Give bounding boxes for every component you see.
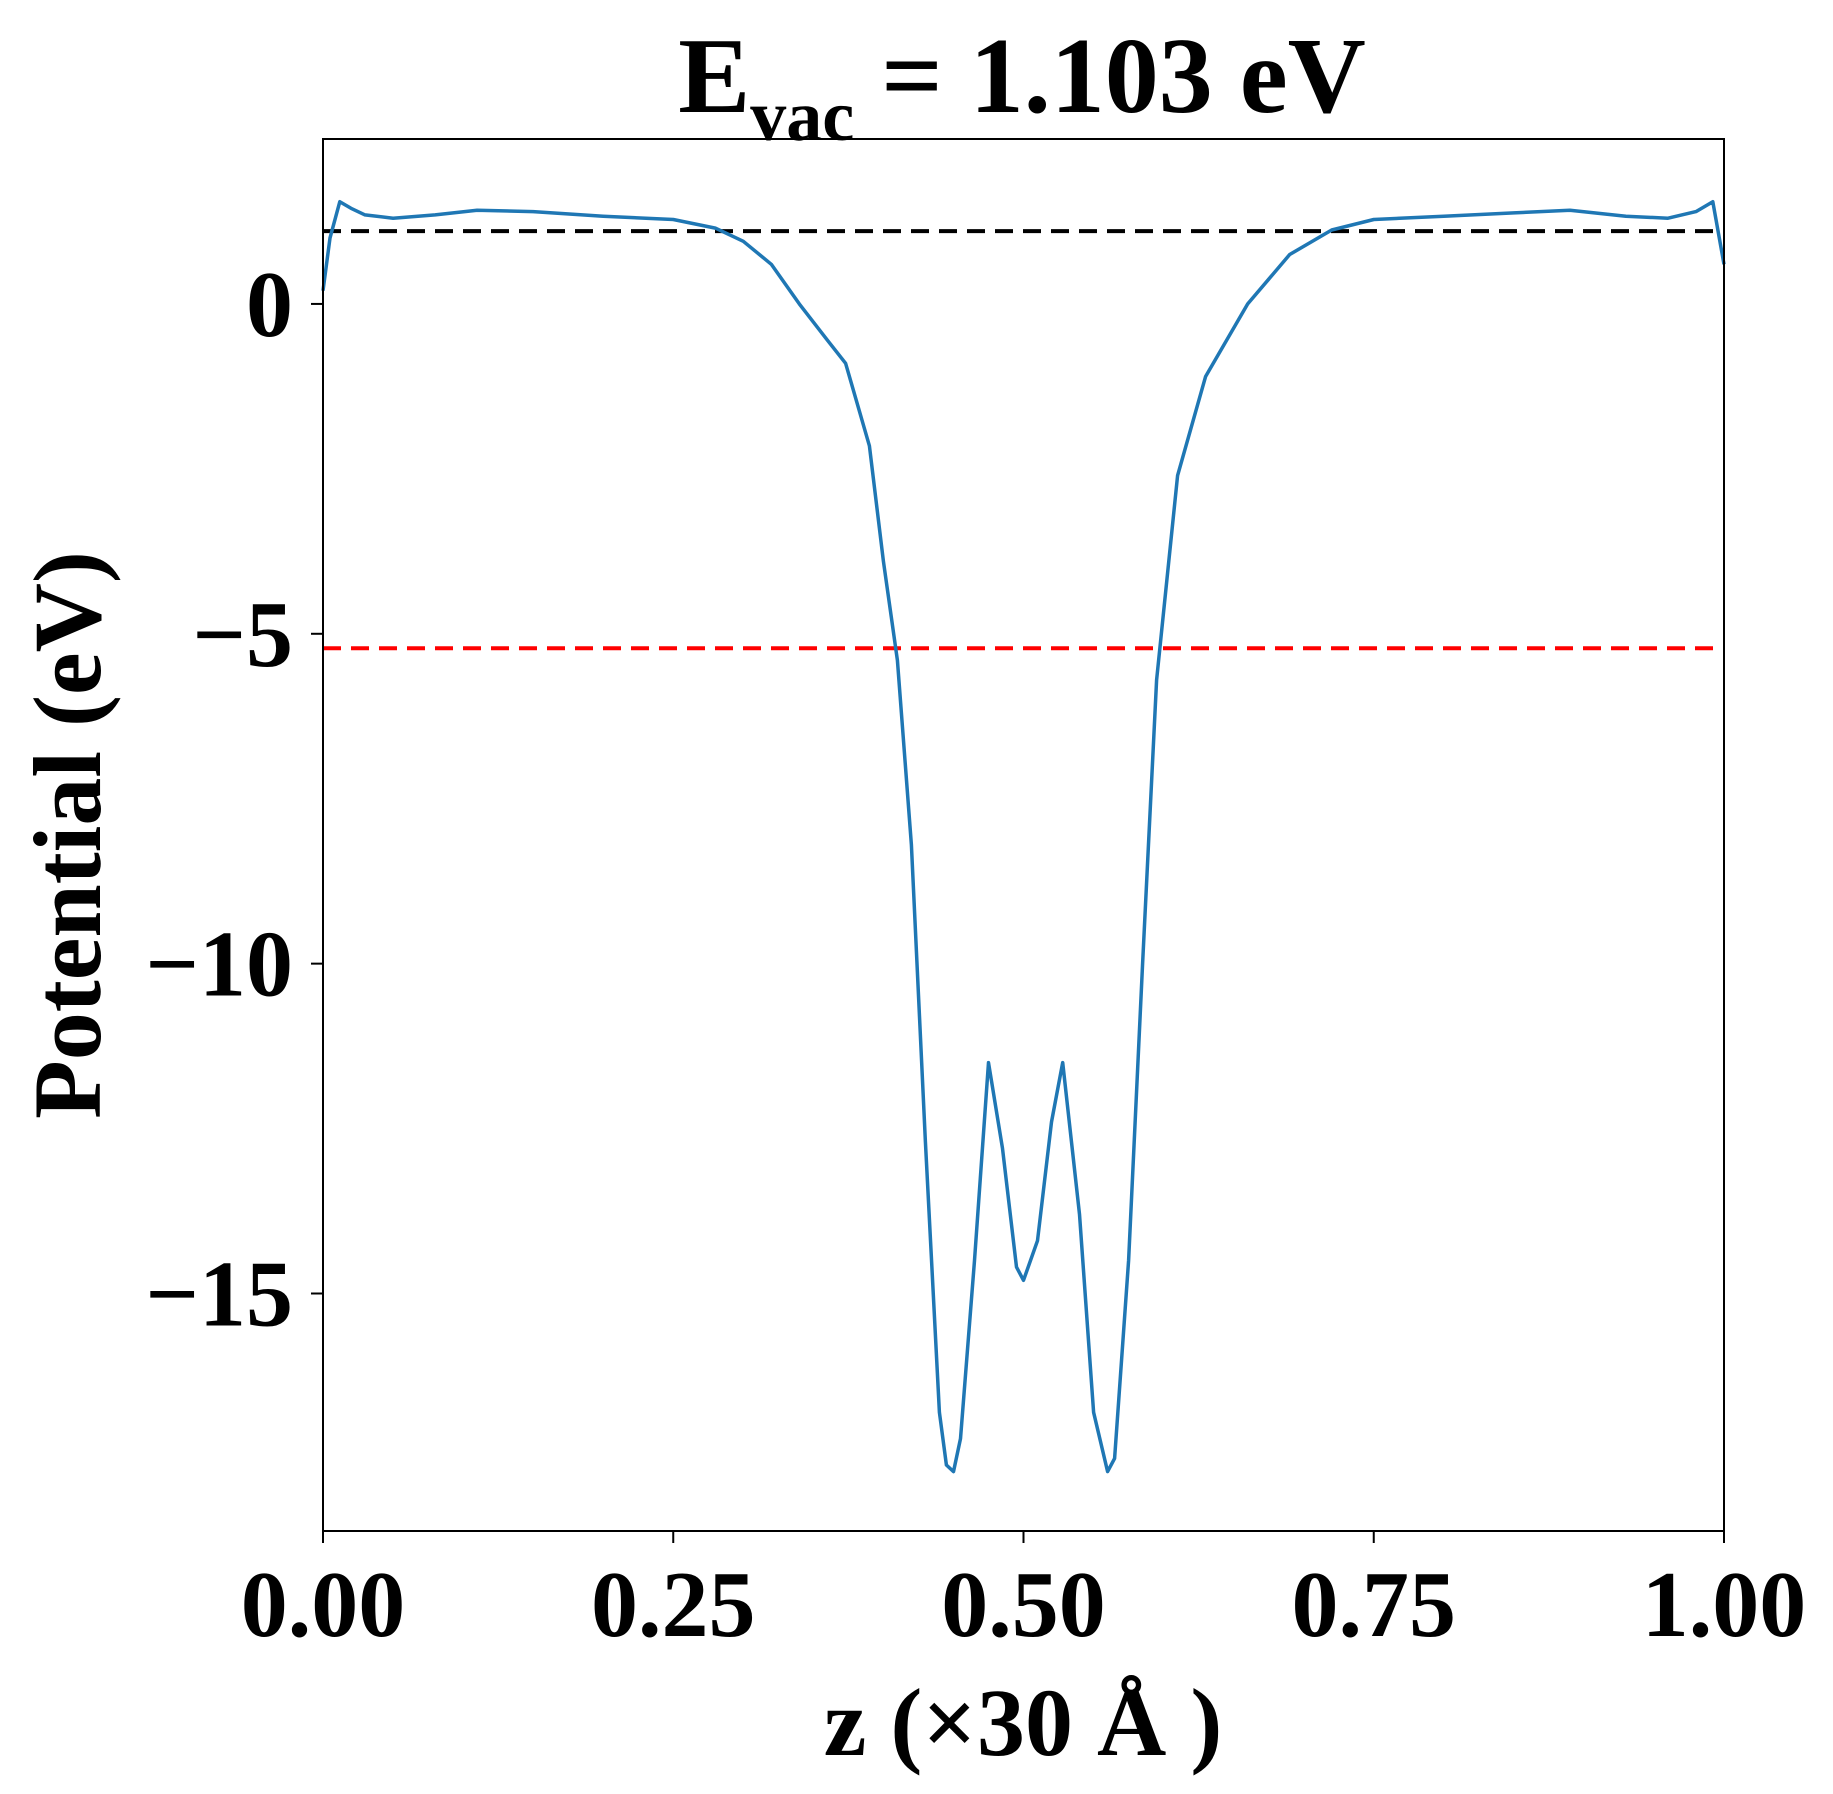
x-tick-label: 0.50: [941, 1553, 1106, 1657]
plot-frame: [322, 138, 1725, 1532]
y-tick-label: −5: [192, 583, 293, 687]
y-axis-label: Potential (eV): [14, 551, 121, 1119]
y-tick-label: −10: [145, 913, 293, 1017]
chart-title: Evac = 1.103 eV: [678, 17, 1366, 156]
data-line: [321, 199, 1726, 1474]
x-tick-label: 0.00: [241, 1553, 406, 1657]
title-main: E: [678, 17, 750, 136]
title-sub: vac: [750, 76, 854, 156]
y-tick-label: 0: [246, 253, 293, 357]
x-tick-label: 1.00: [1642, 1553, 1807, 1657]
x-axis-label: z (×30 Å ): [824, 1669, 1223, 1776]
title-rest: = 1.103 eV: [854, 17, 1365, 136]
y-tick-label: −15: [145, 1243, 293, 1347]
x-tick-label: 0.75: [1292, 1553, 1457, 1657]
x-tick-label: 0.25: [591, 1553, 756, 1657]
